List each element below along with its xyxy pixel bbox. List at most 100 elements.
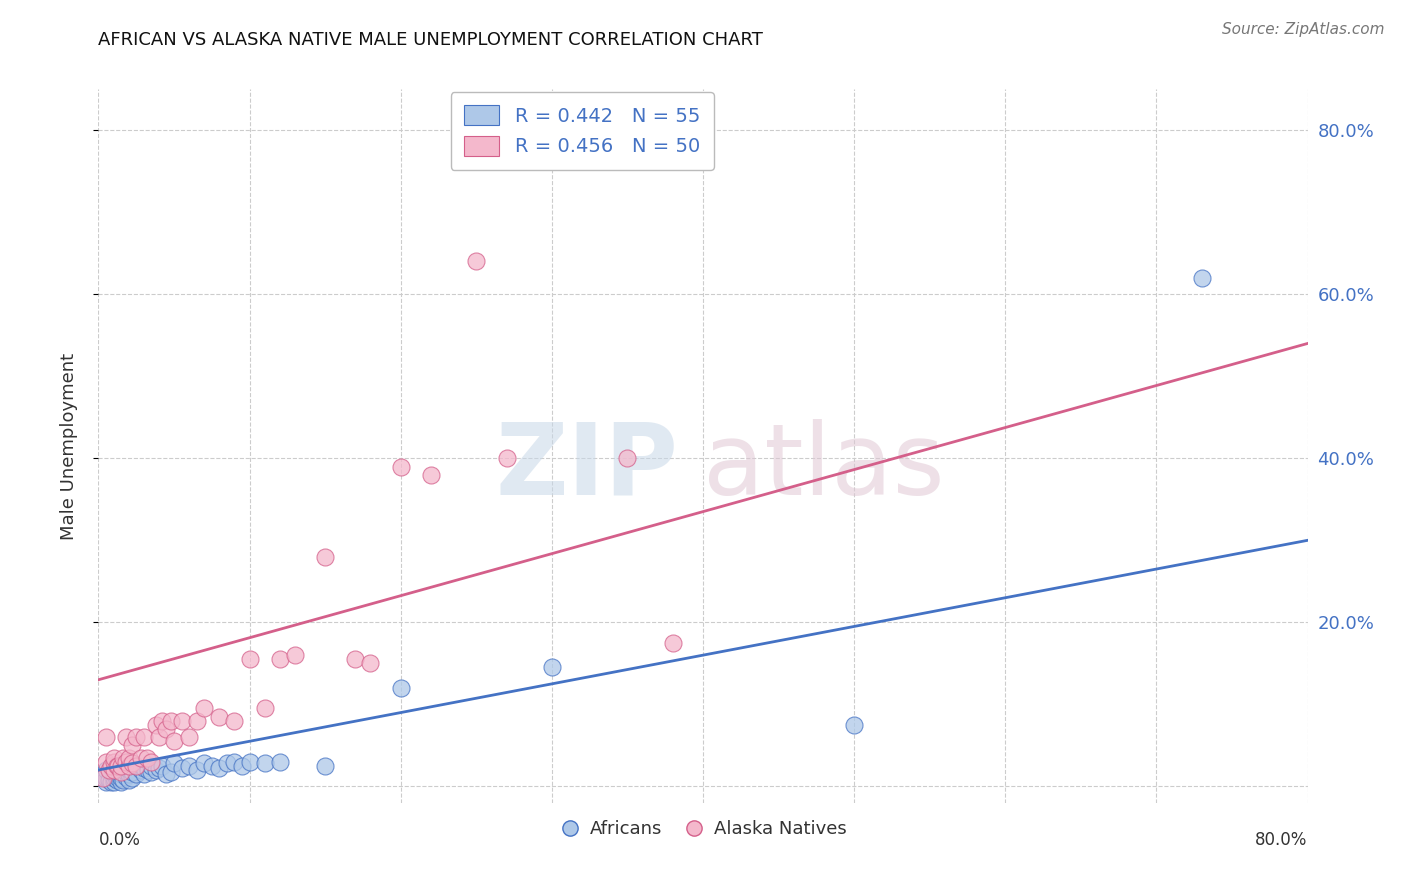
Point [150, 759, 173, 773]
Point [389, 681, 412, 695]
Point [105, 767, 128, 781]
Point [465, 254, 488, 268]
Point [125, 759, 148, 773]
Point [150, 714, 173, 728]
Point [186, 714, 208, 728]
Point [132, 767, 155, 781]
Point [155, 722, 177, 736]
Point [186, 763, 208, 777]
Point [110, 771, 132, 785]
Point [121, 771, 143, 785]
Point [110, 775, 132, 789]
Point [389, 459, 412, 474]
Text: 0.0%: 0.0% [98, 831, 141, 849]
Point [111, 772, 134, 787]
Point [314, 759, 336, 773]
Point [114, 764, 136, 779]
Text: 80.0%: 80.0% [1256, 831, 1308, 849]
Point [103, 759, 125, 773]
Point [121, 739, 143, 753]
Point [155, 767, 177, 781]
Point [495, 451, 517, 466]
Point [239, 755, 262, 769]
Point [125, 767, 148, 781]
Point [114, 770, 136, 784]
Point [107, 759, 129, 773]
Point [94, 755, 117, 769]
Point [94, 771, 117, 785]
Point [1191, 270, 1213, 285]
Point [160, 764, 183, 779]
Point [125, 730, 148, 744]
Point [344, 652, 367, 666]
Point [163, 756, 186, 771]
Point [118, 750, 141, 764]
Point [103, 755, 125, 769]
Point [145, 718, 167, 732]
Point [105, 759, 128, 773]
Point [269, 652, 291, 666]
Point [118, 772, 141, 787]
Point [420, 467, 443, 482]
Point [540, 660, 562, 674]
Text: atlas: atlas [703, 419, 945, 516]
Point [208, 761, 231, 775]
Point [269, 755, 291, 769]
Point [179, 759, 201, 773]
Point [148, 730, 170, 744]
Point [121, 756, 143, 771]
Point [103, 763, 125, 777]
Text: AFRICAN VS ALASKA NATIVE MALE UNEMPLOYMENT CORRELATION CHART: AFRICAN VS ALASKA NATIVE MALE UNEMPLOYME… [98, 31, 763, 49]
Point [239, 652, 262, 666]
Point [284, 648, 307, 662]
Legend: Africans, Alaska Natives: Africans, Alaska Natives [551, 813, 855, 845]
Point [129, 750, 152, 764]
Point [231, 759, 253, 773]
Point [135, 750, 157, 764]
Point [141, 755, 163, 769]
Point [94, 775, 117, 789]
Point [114, 755, 136, 769]
Point [253, 701, 276, 715]
Point [94, 730, 117, 744]
Point [114, 730, 136, 744]
Point [107, 771, 129, 785]
Point [170, 714, 193, 728]
Point [100, 775, 122, 789]
Point [118, 767, 141, 781]
Point [215, 756, 238, 771]
Point [103, 775, 125, 789]
Point [224, 714, 246, 728]
Point [141, 764, 163, 779]
Point [111, 750, 134, 764]
Point [103, 763, 125, 777]
Point [253, 756, 276, 771]
Point [193, 701, 215, 715]
Point [103, 771, 125, 785]
Point [179, 730, 201, 744]
Point [94, 763, 117, 777]
Point [103, 767, 125, 781]
Text: Source: ZipAtlas.com: Source: ZipAtlas.com [1222, 22, 1385, 37]
Point [224, 755, 246, 769]
Point [844, 718, 866, 732]
Point [160, 714, 183, 728]
Point [105, 772, 128, 787]
Point [136, 763, 159, 777]
Point [141, 759, 163, 773]
Point [98, 772, 121, 787]
Point [163, 734, 186, 748]
Point [118, 763, 141, 777]
Point [360, 657, 382, 671]
Point [110, 759, 132, 773]
Point [110, 764, 132, 779]
Point [129, 763, 152, 777]
Text: ZIP: ZIP [496, 419, 679, 516]
Point [118, 759, 141, 773]
Point [98, 763, 121, 777]
Point [193, 756, 215, 771]
Point [132, 761, 155, 775]
Point [103, 750, 125, 764]
Point [91, 771, 114, 785]
Point [170, 761, 193, 775]
